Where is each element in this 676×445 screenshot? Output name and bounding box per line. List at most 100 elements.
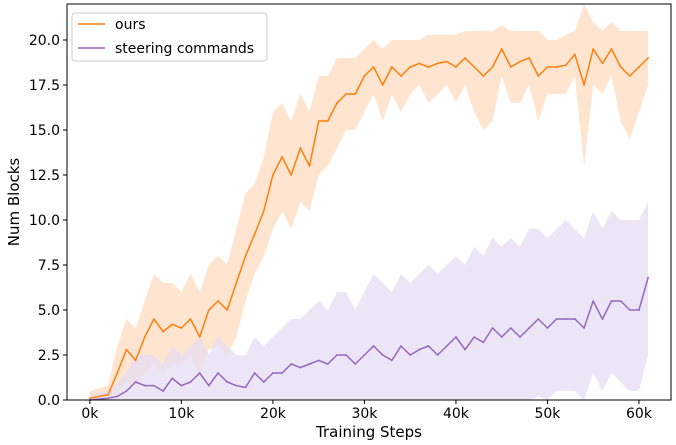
data-point-ours <box>336 102 338 104</box>
data-point-steering-commands <box>427 345 430 347</box>
data-point-steering-commands <box>592 300 595 302</box>
y-axis: 0.0 2.5 5.0 7.5 10.0 12.5 15.0 17.5 20.0 <box>29 33 67 409</box>
data-point-steering-commands <box>235 384 238 387</box>
data-point-steering-commands <box>272 372 274 374</box>
data-point-ours <box>363 75 366 77</box>
y-tick-label: 0.0 <box>38 393 60 409</box>
data-point-ours <box>207 309 210 311</box>
data-point-steering-commands <box>638 309 640 311</box>
data-point-ours <box>107 393 110 396</box>
y-axis-label: Num Blocks <box>5 158 23 247</box>
data-point-ours <box>546 66 549 68</box>
data-point-steering-commands <box>619 300 622 302</box>
data-point-steering-commands <box>290 363 293 365</box>
data-point-steering-commands <box>500 336 503 338</box>
data-point-ours <box>89 397 91 400</box>
data-point-ours <box>482 75 485 77</box>
data-point-steering-commands <box>217 372 219 374</box>
data-point-ours <box>528 57 531 59</box>
data-point-ours <box>381 84 384 86</box>
data-point-steering-commands <box>436 354 439 356</box>
data-point-steering-commands <box>162 390 165 392</box>
data-point-steering-commands <box>171 377 174 380</box>
y-tick-label: 5.0 <box>38 303 60 319</box>
data-point-ours <box>445 60 448 63</box>
data-point-steering-commands <box>107 397 110 400</box>
data-point-steering-commands <box>445 345 448 347</box>
x-axis: 0k 10k 20k 30k 40k 50k 60k <box>81 400 653 422</box>
data-point-steering-commands <box>198 372 201 374</box>
data-point-ours <box>537 75 540 77</box>
data-point-ours <box>574 53 576 56</box>
data-point-steering-commands <box>555 318 558 320</box>
data-point-ours <box>509 66 512 68</box>
data-point-ours <box>519 60 521 63</box>
data-point-ours <box>262 210 265 212</box>
data-point-ours <box>491 66 494 68</box>
data-point-ours <box>436 62 439 65</box>
data-point-steering-commands <box>345 354 347 356</box>
data-point-steering-commands <box>244 386 247 389</box>
data-point-steering-commands <box>153 384 155 387</box>
data-point-ours <box>226 309 229 311</box>
data-point-ours <box>272 174 274 176</box>
data-point-ours <box>299 147 302 149</box>
data-point-ours <box>409 66 412 68</box>
data-point-steering-commands <box>189 381 192 383</box>
data-point-ours <box>628 75 631 77</box>
data-point-ours <box>464 57 466 59</box>
data-point-steering-commands <box>336 354 338 356</box>
y-tick-label: 12.5 <box>29 168 60 184</box>
data-point-steering-commands <box>628 309 631 311</box>
data-point-ours <box>647 57 649 59</box>
x-tick-label: 40k <box>443 406 470 422</box>
data-point-ours <box>253 233 256 236</box>
data-point-ours <box>308 165 311 167</box>
data-point-ours <box>619 66 622 68</box>
data-point-ours <box>171 323 174 326</box>
data-point-steering-commands <box>143 384 146 387</box>
data-point-steering-commands <box>116 395 119 398</box>
data-point-steering-commands <box>583 327 585 329</box>
x-tick-label: 60k <box>626 406 653 422</box>
data-point-steering-commands <box>299 366 302 369</box>
data-point-steering-commands <box>491 327 494 329</box>
x-axis-label: Training Steps <box>315 423 422 441</box>
x-tick-label: 0k <box>81 406 99 422</box>
data-point-steering-commands <box>647 276 649 279</box>
data-point-steering-commands <box>464 348 466 351</box>
band-steering-commands <box>89 202 649 400</box>
data-point-ours <box>638 66 640 68</box>
data-point-steering-commands <box>253 372 256 374</box>
data-point-ours <box>418 62 421 65</box>
series-lines <box>89 48 649 401</box>
data-point-steering-commands <box>601 318 604 320</box>
data-point-ours <box>244 255 247 257</box>
data-point-ours <box>555 66 558 68</box>
data-point-ours <box>391 66 393 68</box>
data-point-ours <box>317 120 320 122</box>
data-point-steering-commands <box>326 363 329 365</box>
data-point-steering-commands <box>317 359 320 362</box>
y-tick-label: 17.5 <box>29 78 60 94</box>
data-point-ours <box>217 300 219 302</box>
x-tick-label: 30k <box>351 406 378 422</box>
y-tick-label: 7.5 <box>38 258 60 274</box>
data-point-steering-commands <box>381 354 384 356</box>
data-point-ours <box>455 66 457 68</box>
data-point-steering-commands <box>125 390 128 392</box>
data-point-ours <box>500 48 503 50</box>
data-point-ours <box>601 62 604 65</box>
data-point-ours <box>427 66 430 68</box>
data-point-ours <box>134 359 137 362</box>
data-point-steering-commands <box>528 327 531 329</box>
data-point-steering-commands <box>455 336 457 338</box>
data-point-steering-commands <box>418 348 421 351</box>
legend-label-ours: ours <box>115 17 146 33</box>
x-tick-label: 10k <box>168 406 195 422</box>
data-point-ours <box>153 318 155 320</box>
data-point-steering-commands <box>363 354 366 356</box>
data-point-steering-commands <box>180 384 183 387</box>
data-point-ours <box>235 282 238 284</box>
